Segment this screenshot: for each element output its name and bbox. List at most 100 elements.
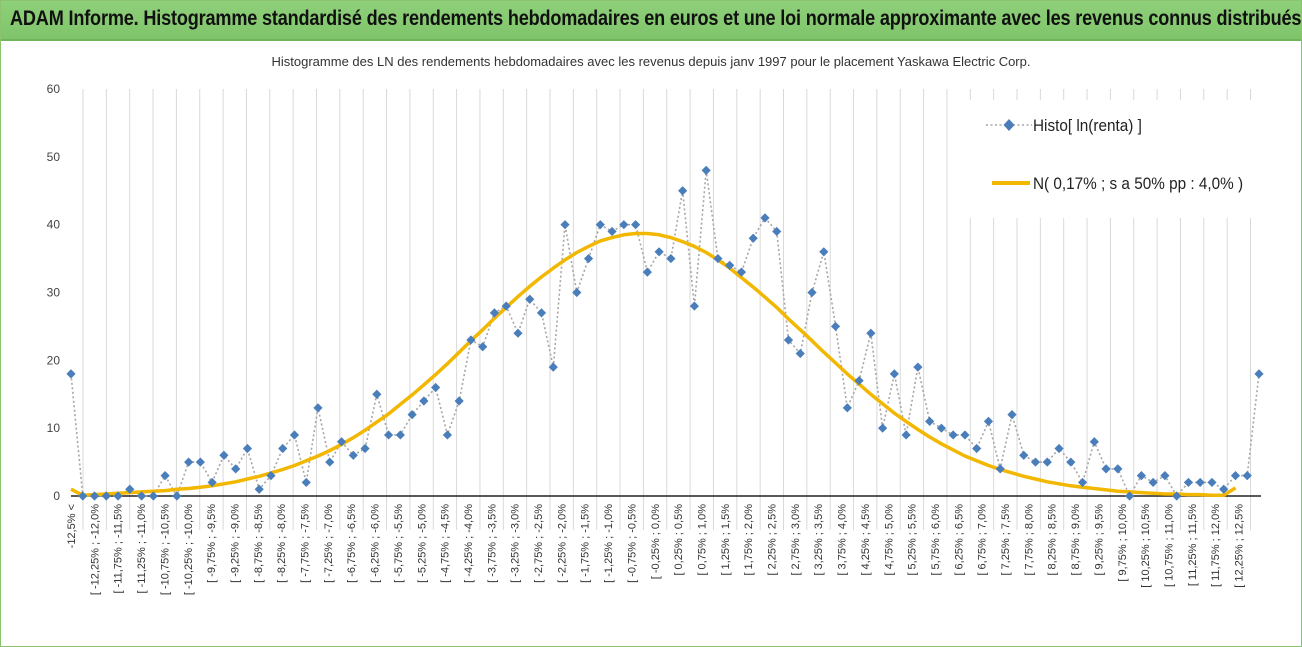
- histo-point: [78, 491, 88, 501]
- x-tick-label: [ -1,25% ; -1,0%: [603, 504, 615, 583]
- x-tick-label: [ -3,25% ; -3,0%: [510, 504, 522, 583]
- histo-point: [148, 491, 158, 501]
- histo-point: [207, 477, 217, 488]
- histo-point: [995, 464, 1005, 474]
- x-tick-label: [ -8,25% ; -8,0%: [276, 504, 288, 583]
- histo-point: [1042, 457, 1052, 467]
- histo-point: [419, 396, 429, 406]
- x-tick-label: [ 10,75% ; 11,0%: [1163, 504, 1175, 587]
- histo-point: [666, 253, 676, 264]
- histo-point: [501, 301, 511, 311]
- legend-label-normal: N( 0,17% ; s a 50% pp : 4,0% ): [1033, 174, 1244, 193]
- histo-point: [172, 491, 182, 501]
- histo-point: [1113, 464, 1123, 474]
- x-tick-label: [ -10,75% ; -10,5%: [159, 504, 171, 595]
- x-tick-label: [ 1,75% ; 2,0%: [743, 504, 755, 576]
- x-tick-label: [ -9,75% ; -9,5%: [206, 504, 218, 583]
- y-tick-label: 20: [47, 353, 61, 367]
- histo-point: [466, 335, 476, 345]
- x-tick-label: [ 6,75% ; 7,0%: [977, 504, 989, 576]
- x-tick-label: [ 7,75% ; 8,0%: [1023, 504, 1035, 576]
- histo-point: [219, 450, 229, 460]
- histo-point: [383, 430, 394, 440]
- histo-point: [1066, 457, 1076, 467]
- histo-point: [772, 226, 782, 237]
- chart-title: Histogramme des LN des rendements hebdom…: [271, 54, 1031, 69]
- histo-point: [325, 457, 335, 467]
- histo-point: [407, 410, 417, 420]
- histo-point: [560, 220, 570, 230]
- x-tick-label: [ -2,75% ; -2,5%: [533, 504, 545, 583]
- histo-point: [66, 369, 76, 379]
- histo-point: [136, 491, 147, 501]
- x-tick-label: [ -1,75% ; -1,5%: [580, 504, 592, 583]
- x-tick-label: [ 11,75% ; 12,0%: [1210, 504, 1222, 587]
- histo-point: [454, 396, 464, 406]
- histo-point: [1160, 471, 1170, 481]
- histo-point: [878, 423, 888, 433]
- x-tick-label: [ -11,75% ; -11,5%: [113, 504, 125, 594]
- y-tick-label: 0: [53, 489, 60, 503]
- x-tick-label: [ -2,25% ; -2,0%: [556, 504, 568, 583]
- histo-point: [701, 165, 711, 175]
- histo-point: [489, 308, 500, 318]
- x-tick-label: [ 10,25% ; 10,5%: [1140, 504, 1152, 588]
- histo-point: [525, 294, 535, 304]
- x-tick-label: [ -5,25% ; -5,0%: [416, 504, 428, 583]
- histo-point: [1089, 437, 1099, 447]
- x-tick-label: [ -0,75% ; -0,5%: [626, 504, 638, 583]
- histo-point: [583, 253, 594, 264]
- histo-point: [830, 321, 841, 332]
- histo-point: [278, 443, 288, 454]
- histo-point: [1183, 477, 1194, 488]
- histo-point: [819, 247, 829, 257]
- x-tick-label: [ 4,75% ; 5,0%: [883, 504, 895, 576]
- histo-point: [619, 220, 629, 230]
- histo-point: [795, 348, 805, 359]
- x-tick-label: [ -8,75% ; -8,5%: [253, 504, 265, 583]
- x-tick-label: [ -5,75% ; -5,5%: [393, 504, 405, 583]
- histo-point: [254, 484, 264, 494]
- histo-point: [689, 301, 700, 311]
- histo-point: [1148, 477, 1158, 488]
- histo-point: [1219, 484, 1229, 494]
- histo-point: [783, 335, 794, 345]
- histo-point: [113, 491, 123, 501]
- x-tick-label: [ 1,25% ; 1,5%: [720, 504, 732, 576]
- histo-point: [372, 389, 382, 399]
- histo-point: [725, 260, 735, 270]
- x-tick-label: [ 9,75% ; 10,0%: [1117, 504, 1129, 582]
- x-tick-label: [ 8,25% ; 8,5%: [1047, 504, 1059, 576]
- histo-point: [572, 287, 582, 298]
- histo-point: [595, 220, 605, 230]
- x-tick-label: [ 4,25% ; 4,5%: [860, 504, 872, 576]
- histo-point: [889, 369, 899, 379]
- histo-point: [313, 403, 323, 413]
- histo-point: [395, 430, 405, 440]
- histo-point: [442, 430, 452, 440]
- x-tick-label: [ 6,25% ; 6,5%: [953, 504, 965, 576]
- x-tick-label: [ 5,75% ; 6,0%: [930, 504, 942, 576]
- histo-point: [1172, 491, 1182, 501]
- x-tick-label: [ -4,25% ; -4,0%: [463, 504, 475, 583]
- histo-point: [760, 213, 770, 223]
- histo-point: [431, 382, 441, 393]
- x-tick-label: [ 0,25% ; 0,5%: [673, 504, 685, 576]
- x-tick-label: [ 7,25% ; 7,5%: [1000, 504, 1012, 576]
- histo-point: [842, 403, 852, 413]
- report-title: ADAM Informe. Histogramme standardisé de…: [10, 7, 1302, 30]
- y-tick-label: 40: [47, 218, 61, 232]
- histo-point: [1019, 450, 1029, 460]
- legend-marker-normal: [992, 181, 1030, 185]
- histo-point: [1136, 471, 1146, 481]
- histo-point: [1207, 477, 1217, 488]
- histo-point: [901, 430, 911, 440]
- histo-point: [948, 430, 958, 440]
- histo-point: [972, 443, 982, 454]
- histo-point: [913, 362, 923, 372]
- report-header: ADAM Informe. Histogramme standardisé de…: [1, 1, 1301, 41]
- histo-point: [1054, 443, 1064, 454]
- histo-point: [936, 423, 947, 433]
- x-tick-label: [ -6,25% ; -6,0%: [370, 504, 382, 583]
